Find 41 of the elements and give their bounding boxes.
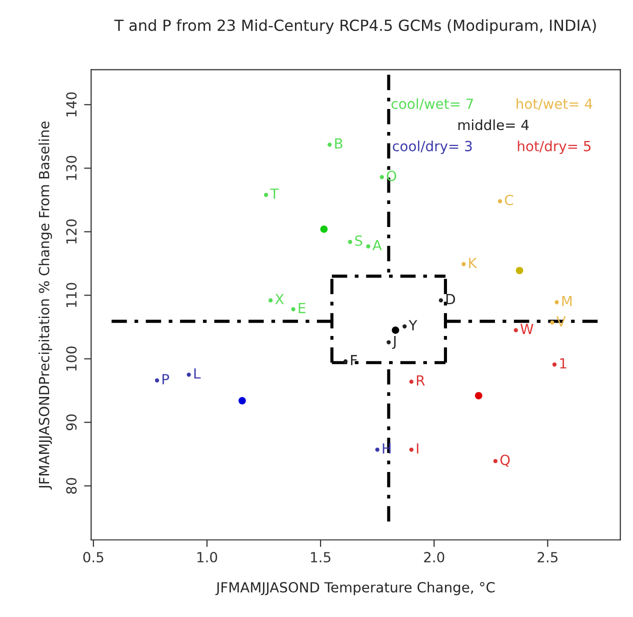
annotation: M [562,296,572,306]
x-tick-label: 0.5 [83,552,104,562]
annotation: K [469,258,478,268]
y-tick-label: 120 [66,219,77,244]
y-tick-label: 140 [66,92,77,116]
annotation: O [386,170,396,182]
annotation: 1 [560,358,566,368]
y-tick-label: 100 [66,346,77,371]
x-axis-title: JFMAMJJASOND Temperature Change, °C [215,582,495,596]
text: hot/dry= 5 [518,140,591,154]
x-tick-label: 2.0 [424,552,444,562]
y-tick-label: 130 [66,156,77,180]
chart-title: T and P from 23 Mid-Century RCP4.5 GCMs (Modipuram, INDIA) [114,19,596,34]
annotation: Y [408,320,418,330]
annotation: Q [500,454,510,467]
annotation: X [275,294,284,304]
x-tick-label: 2.5 [538,552,558,562]
text: cool/dry= 3 [392,140,472,154]
x-tick-label: 1.0 [197,552,218,562]
annotation: D [446,294,455,304]
annotation: L [194,368,201,379]
annotation: T [270,188,279,199]
annotation: B [335,138,342,149]
annotation: C [504,194,514,206]
text: middle= 4 [458,119,529,130]
annotation: E [298,302,306,314]
y-tick-label: 80 [66,478,77,494]
y-tick-label: 90 [66,414,77,430]
text: cool/wet= 7 [392,98,473,110]
y-axis-title: JFMAMJJASONDPrecipitation % Change From Baseline [38,122,52,490]
annotation: R [416,375,425,386]
y-tick-label: 110 [66,282,77,307]
annotation: P [162,374,170,384]
annotation: S [355,235,362,246]
text: hot/wet= 4 [516,98,592,110]
x-tick-label: 1.5 [311,552,330,562]
annotation: J [392,336,396,349]
annotation: A [372,240,382,250]
annotation: I [416,443,418,454]
annotation: F [351,355,357,366]
annotation: W [520,324,534,334]
